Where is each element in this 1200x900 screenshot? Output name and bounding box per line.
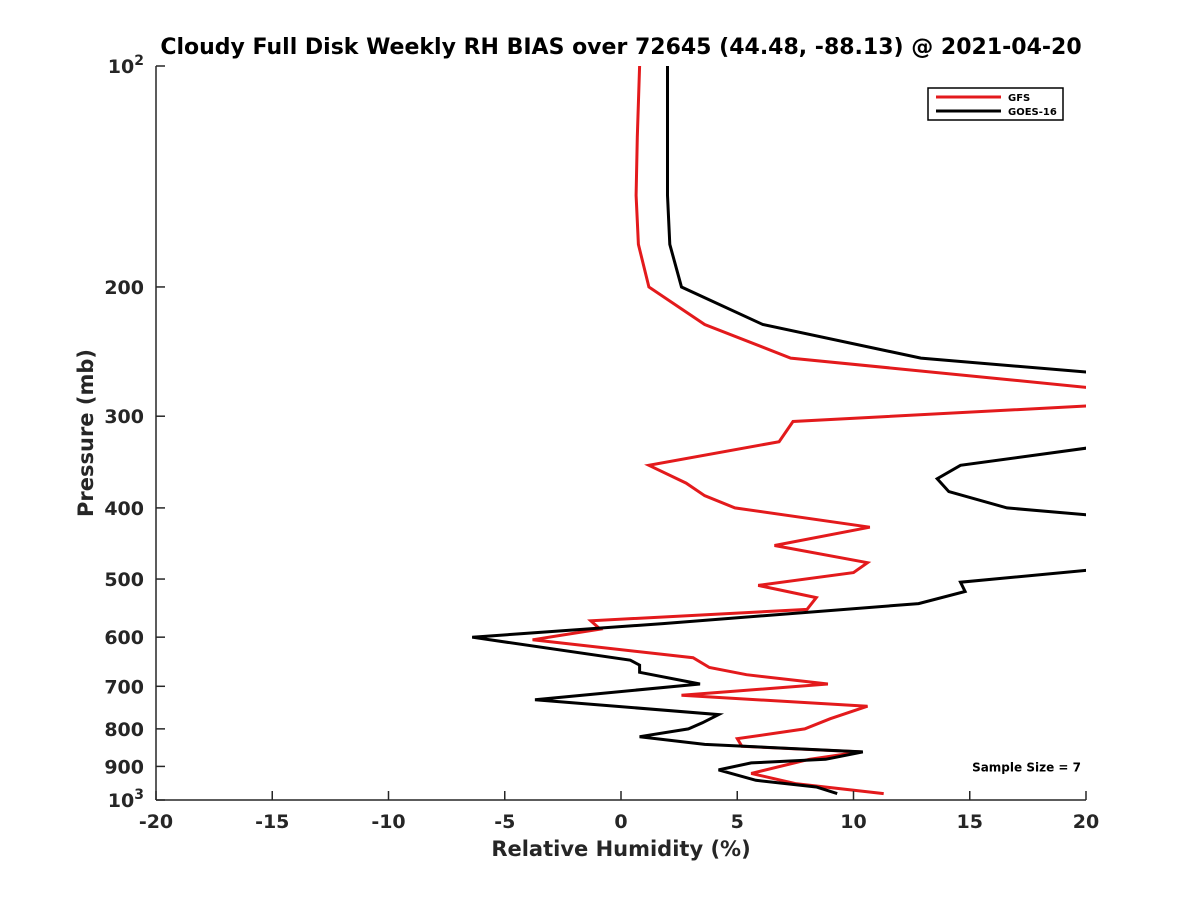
y-axis-label: Pressure (mb) bbox=[74, 349, 98, 517]
series-lines bbox=[471, 66, 1086, 796]
x-axis-label: Relative Humidity (%) bbox=[491, 837, 750, 861]
x-tick-label: 15 bbox=[957, 811, 983, 833]
x-tick-label: -15 bbox=[255, 811, 289, 833]
x-tick-label: -10 bbox=[371, 811, 405, 833]
legend-box bbox=[927, 87, 1064, 121]
y-tick-exponent: 3 bbox=[134, 787, 144, 803]
series-line-gfs bbox=[532, 66, 1086, 796]
y-tick-label: 800 bbox=[104, 719, 144, 741]
y-tick-label: 500 bbox=[104, 569, 144, 591]
x-tick-label: 0 bbox=[614, 811, 627, 833]
y-tick-label: 700 bbox=[104, 676, 144, 698]
x-tick-label: 20 bbox=[1073, 811, 1099, 833]
x-tick-label: -5 bbox=[494, 811, 515, 833]
legend-label-gfs: GFS bbox=[1008, 93, 1030, 104]
annotations: Sample Size = 7 bbox=[972, 760, 1081, 774]
y-tick-label: 900 bbox=[104, 756, 144, 778]
y-tick-exponent: 2 bbox=[134, 53, 144, 69]
y-tick-label: 300 bbox=[104, 406, 144, 428]
y-tick-label: 400 bbox=[104, 498, 144, 520]
legend: GFS GOES-16 bbox=[927, 87, 1064, 121]
series-line-goes-16 bbox=[471, 66, 1086, 796]
y-tick-label: 600 bbox=[104, 627, 144, 649]
sample-size-annotation: Sample Size = 7 bbox=[972, 760, 1081, 774]
x-axis-ticks: -20 -15 -10 -5 0 5 10 15 20 bbox=[139, 791, 1099, 833]
x-tick-label: -20 bbox=[139, 811, 173, 833]
legend-label-goes-16: GOES-16 bbox=[1008, 107, 1057, 118]
x-tick-label: 10 bbox=[840, 811, 866, 833]
y-tick-label: 200 bbox=[104, 277, 144, 299]
x-tick-label: 5 bbox=[731, 811, 744, 833]
chart-title: Cloudy Full Disk Weekly RH BIAS over 726… bbox=[160, 35, 1081, 60]
